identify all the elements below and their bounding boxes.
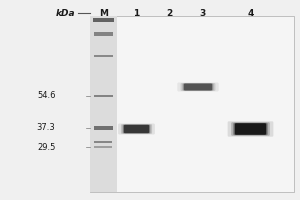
FancyBboxPatch shape	[228, 121, 273, 137]
FancyBboxPatch shape	[181, 83, 215, 91]
Text: kDa: kDa	[56, 8, 76, 18]
Bar	[94, 95, 113, 97]
Bar	[94, 146, 112, 148]
Text: M: M	[99, 8, 108, 18]
Text: 2: 2	[167, 8, 172, 18]
FancyBboxPatch shape	[233, 123, 268, 135]
FancyBboxPatch shape	[123, 125, 150, 133]
FancyBboxPatch shape	[118, 124, 155, 134]
Bar	[93, 18, 114, 22]
Text: 29.5: 29.5	[37, 142, 56, 152]
Bar	[94, 126, 113, 130]
FancyBboxPatch shape	[182, 83, 214, 91]
FancyBboxPatch shape	[177, 82, 219, 92]
Bar	[90, 16, 294, 192]
FancyBboxPatch shape	[235, 123, 266, 135]
Bar	[94, 141, 112, 143]
Text: 54.6: 54.6	[37, 92, 56, 100]
FancyBboxPatch shape	[121, 124, 152, 134]
Bar	[94, 55, 113, 57]
Text: 4: 4	[247, 8, 254, 18]
FancyBboxPatch shape	[231, 122, 270, 136]
FancyBboxPatch shape	[124, 125, 149, 133]
Text: 1: 1	[134, 8, 140, 18]
Text: 37.3: 37.3	[37, 123, 56, 132]
FancyBboxPatch shape	[184, 84, 212, 90]
Bar	[90, 16, 117, 192]
Bar	[94, 32, 113, 36]
Text: 3: 3	[200, 8, 206, 18]
